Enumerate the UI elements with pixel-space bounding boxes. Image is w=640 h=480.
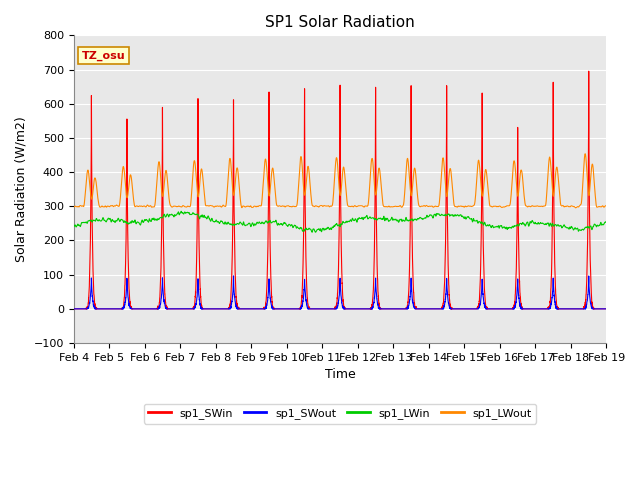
sp1_LWout xyxy=(572,205,579,211)
sp1_SWin xyxy=(430,306,438,312)
Line: sp1_LWin: sp1_LWin xyxy=(74,211,606,232)
sp1_SWout xyxy=(70,306,77,312)
sp1_LWin xyxy=(602,218,610,224)
sp1_SWout xyxy=(602,306,609,312)
sp1_SWin xyxy=(320,306,328,312)
Line: sp1_SWin: sp1_SWin xyxy=(74,71,606,309)
sp1_SWout xyxy=(602,306,610,312)
sp1_LWout xyxy=(602,203,610,209)
sp1_LWin xyxy=(177,208,185,214)
sp1_SWin xyxy=(602,306,610,312)
sp1_LWout xyxy=(602,203,610,209)
Text: TZ_osu: TZ_osu xyxy=(82,51,125,61)
sp1_SWin xyxy=(70,306,77,312)
sp1_SWin xyxy=(490,306,497,312)
Line: sp1_SWout: sp1_SWout xyxy=(74,276,606,309)
Y-axis label: Solar Radiation (W/m2): Solar Radiation (W/m2) xyxy=(15,116,28,262)
sp1_SWin xyxy=(602,306,609,312)
sp1_SWout xyxy=(166,306,173,312)
sp1_SWout xyxy=(490,306,497,312)
sp1_SWout xyxy=(430,306,438,312)
sp1_LWin xyxy=(308,229,316,235)
Line: sp1_LWout: sp1_LWout xyxy=(74,154,606,208)
sp1_SWin xyxy=(166,306,173,312)
sp1_SWout xyxy=(460,306,467,312)
sp1_SWin xyxy=(585,68,593,74)
X-axis label: Time: Time xyxy=(324,368,355,381)
sp1_LWout xyxy=(166,198,173,204)
sp1_SWout xyxy=(320,306,328,312)
sp1_LWin xyxy=(430,212,438,218)
sp1_LWout xyxy=(430,204,438,210)
sp1_LWin xyxy=(490,225,497,230)
sp1_LWin xyxy=(70,223,77,228)
sp1_LWin xyxy=(602,219,610,225)
sp1_LWout xyxy=(460,204,467,209)
sp1_SWin xyxy=(460,306,467,312)
Title: SP1 Solar Radiation: SP1 Solar Radiation xyxy=(265,15,415,30)
sp1_SWout xyxy=(230,273,237,279)
sp1_LWin xyxy=(166,212,173,218)
sp1_LWout xyxy=(320,203,328,208)
sp1_LWout xyxy=(581,151,589,156)
sp1_LWout xyxy=(490,204,497,209)
sp1_LWin xyxy=(321,227,328,233)
sp1_LWout xyxy=(70,204,77,210)
sp1_LWin xyxy=(460,214,467,220)
Legend: sp1_SWin, sp1_SWout, sp1_LWin, sp1_LWout: sp1_SWin, sp1_SWout, sp1_LWin, sp1_LWout xyxy=(144,404,536,424)
